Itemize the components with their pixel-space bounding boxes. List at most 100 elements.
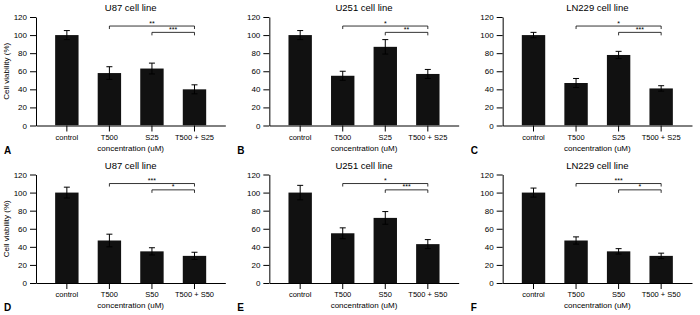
error-bar-cap	[531, 188, 537, 189]
tick-mark	[263, 126, 269, 127]
tick-label: control	[56, 133, 79, 142]
tick-label: control	[522, 133, 545, 142]
tick-mark	[151, 126, 152, 132]
tick-mark	[263, 107, 269, 108]
x-axis-title: concentration (uM)	[97, 301, 164, 310]
error-bar-cap	[106, 79, 112, 80]
tick: 0	[489, 279, 502, 288]
tick: control	[289, 283, 312, 299]
tick: 60	[485, 225, 503, 234]
tick-label: control	[56, 290, 79, 299]
tick-label: control	[522, 290, 545, 299]
tick-mark	[497, 126, 503, 127]
panel-label: D	[4, 302, 11, 313]
error-bar-stem	[109, 67, 110, 80]
axis-line	[269, 175, 270, 284]
title: U251 cell line	[335, 2, 392, 13]
tick-mark	[30, 283, 36, 284]
tick-label: 60	[251, 67, 260, 76]
tick-mark	[151, 283, 152, 289]
significance-label: **	[404, 26, 410, 33]
tick: 40	[485, 243, 503, 252]
significance-label: *	[617, 20, 620, 27]
panel: 020406080100120controlT500S50T500 + S50*…	[2, 160, 226, 314]
tick-label: T500	[101, 290, 118, 299]
y-axis: 020406080100120	[247, 171, 270, 289]
error-bar	[616, 249, 622, 254]
tick-label: 80	[485, 49, 494, 58]
tick-label: 60	[18, 225, 27, 234]
panel-label: C	[471, 145, 478, 156]
error-bar-cap	[531, 37, 537, 38]
tick: T500 + S25	[175, 126, 214, 142]
plot: 020406080100120controlT500S25T500 + S25*…	[2, 2, 226, 153]
tick: 60	[251, 225, 269, 234]
error-bar-cap	[658, 258, 664, 259]
tick-mark	[30, 89, 36, 90]
tick-label: 80	[251, 207, 260, 216]
error-bar-cap	[573, 87, 579, 88]
error-bar-cap	[64, 30, 70, 31]
error-bar-cap	[616, 254, 622, 255]
title: LN229 cell line	[566, 160, 628, 171]
x-axis: controlT500S50T500 + S50	[270, 283, 459, 299]
tick: T500	[334, 283, 351, 299]
tick-label: 80	[18, 207, 27, 216]
tick-label: 40	[485, 243, 494, 252]
significance-label: *	[384, 20, 387, 27]
tick: 80	[485, 49, 503, 58]
error-bar	[64, 31, 70, 40]
error-bar-stem	[661, 253, 662, 258]
error-bar-cap	[64, 187, 70, 188]
tick-mark	[427, 283, 428, 289]
axis-line	[269, 18, 270, 127]
tick-label: 60	[485, 67, 494, 76]
tick: 0	[256, 122, 269, 131]
tick-mark	[497, 17, 503, 18]
error-bar-cap	[149, 73, 155, 74]
error-bar	[297, 185, 303, 199]
error-bar-stem	[533, 188, 534, 197]
panel: 020406080100120controlT500S25T500 + S25*…	[2, 2, 226, 156]
tick-mark	[263, 265, 269, 266]
tick: 80	[18, 49, 36, 58]
tick: 0	[256, 279, 269, 288]
error-bar	[340, 71, 346, 80]
tick-mark	[576, 126, 577, 132]
error-bar-stem	[385, 212, 386, 225]
error-bar-cap	[340, 71, 346, 72]
panel: 020406080100120controlT500S25T500 + S25*…	[237, 2, 459, 156]
error-bar	[382, 212, 388, 225]
tick-label: T500 + S50	[175, 290, 214, 299]
error-bar-cap	[64, 198, 70, 199]
tick-label: 40	[18, 85, 27, 94]
y-axis: 020406080100120	[480, 13, 503, 131]
error-bar-cap	[573, 78, 579, 79]
tick: 100	[480, 31, 502, 40]
marks	[55, 187, 206, 283]
error-bar-cap	[573, 236, 579, 237]
error-bar-cap	[297, 30, 303, 31]
tick-mark	[263, 211, 269, 212]
error-bar-stem	[194, 252, 195, 259]
bar	[564, 241, 587, 283]
tick-mark	[427, 126, 428, 132]
significance-label: ***	[169, 26, 177, 33]
tick: control	[56, 283, 79, 299]
tick-mark	[263, 283, 269, 284]
error-bar-cap	[191, 84, 197, 85]
tick: control	[522, 283, 545, 299]
tick-mark	[533, 283, 534, 289]
x-axis-title: concentration (uM)	[564, 301, 631, 310]
error-bar-stem	[427, 240, 428, 249]
tick-label: 100	[480, 31, 494, 40]
tick: control	[522, 126, 545, 142]
error-bar-cap	[340, 80, 346, 81]
bar	[649, 88, 672, 125]
tick: 0	[489, 122, 502, 131]
error-bar-cap	[531, 197, 537, 198]
tick-label: T500 + S50	[408, 290, 447, 299]
tick-label: T500 + S50	[642, 290, 681, 299]
plot: 020406080100120controlT500S25T500 + S25*…	[247, 2, 459, 153]
tick-mark	[576, 283, 577, 289]
